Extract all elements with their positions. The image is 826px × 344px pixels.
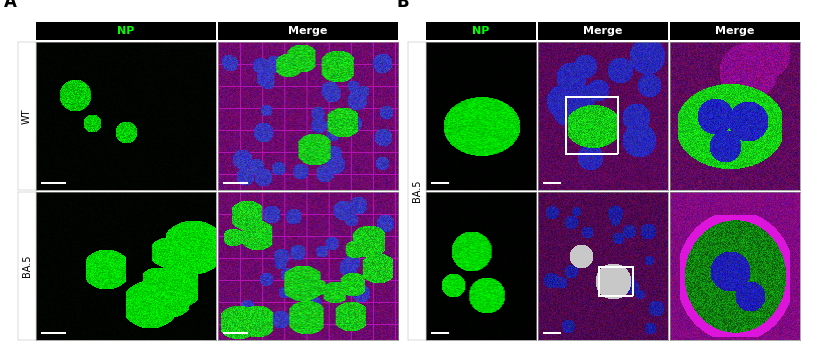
Text: Merge: Merge	[715, 26, 755, 36]
Text: BA.5: BA.5	[412, 180, 422, 202]
Text: Merge: Merge	[583, 26, 623, 36]
Text: A: A	[4, 0, 17, 11]
Text: NP: NP	[472, 26, 490, 36]
Text: NP: NP	[117, 26, 135, 36]
Text: Merge: Merge	[288, 26, 328, 36]
Text: B: B	[396, 0, 410, 11]
Text: WT: WT	[22, 108, 32, 124]
Text: BA.5: BA.5	[22, 255, 32, 277]
